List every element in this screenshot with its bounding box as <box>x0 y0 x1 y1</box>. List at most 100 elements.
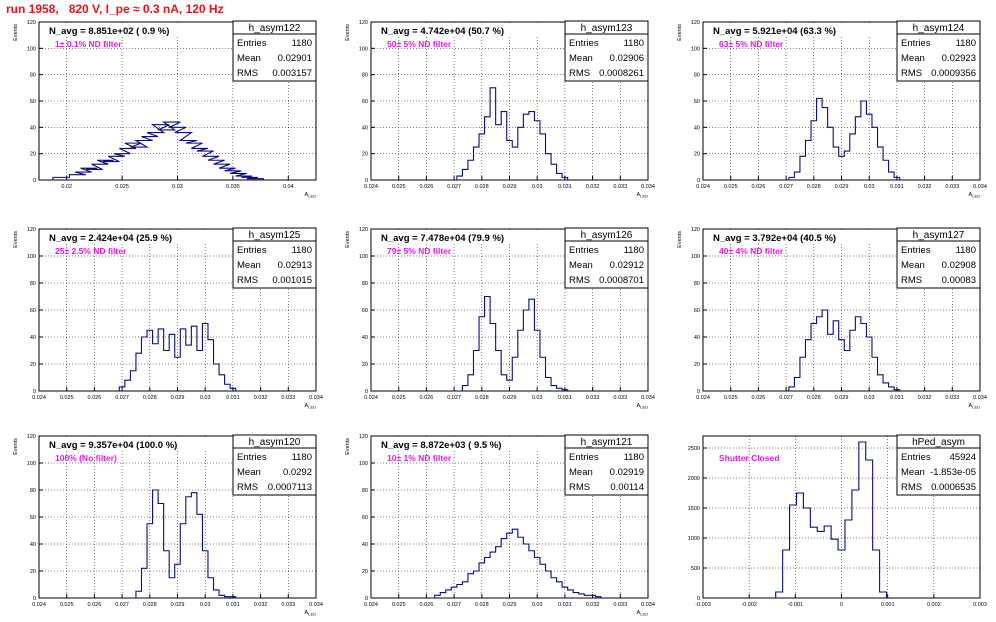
y-tick-label: 1500 <box>688 506 700 512</box>
x-tick-label: -0.003 <box>695 602 711 608</box>
y-tick-label: 40 <box>30 125 36 131</box>
x-tick-label: 0.024 <box>696 184 710 190</box>
x-tick-label: 0.025 <box>60 395 74 401</box>
filter-label: 25± 2.5% ND filter <box>55 246 127 256</box>
x-tick-label: 0.035 <box>226 184 240 190</box>
stats-box: h_asym121 Entries 1180 Mean 0.02919 RMS 0.0011… <box>564 434 649 496</box>
x-tick-label: 0.03 <box>532 602 543 608</box>
x-tick-label: 0.025 <box>60 602 74 608</box>
x-tick-label: 0.002 <box>927 602 941 608</box>
y-tick-label: 20 <box>362 152 368 158</box>
y-tick-label: 60 <box>362 308 368 314</box>
y-tick-label: 120 <box>27 434 36 440</box>
stats-value: 1180 <box>292 452 312 463</box>
x-tick-label: 0.026 <box>420 184 434 190</box>
histogram-line <box>788 97 901 180</box>
histogram-svg: 0.024 0.025 0.026 0.027 0.028 0.029 0.03 0.031 0… <box>345 20 655 199</box>
y-tick-label: 2000 <box>688 476 700 482</box>
x-tick-label: 0.032 <box>254 602 268 608</box>
x-axis-label: ALED <box>637 192 649 199</box>
x-tick-label: 0.026 <box>88 602 102 608</box>
x-tick-label: 0.027 <box>115 395 129 401</box>
x-tick-label: 0.029 <box>503 184 517 190</box>
x-tick-label: 0.04 <box>283 184 294 190</box>
n-avg-header: N_avg = 5.921e+04 (63.3 %) <box>704 24 874 37</box>
y-tick-label: 100 <box>27 254 36 260</box>
x-tick-label: 0.024 <box>364 395 378 401</box>
y-tick-label: 60 <box>362 515 368 521</box>
n-avg-header: N_avg = 2.424e+04 (25.9 %) <box>40 231 210 244</box>
stats-label: RMS <box>237 68 258 79</box>
stats-label: RMS <box>901 275 922 286</box>
y-tick-label: 120 <box>359 434 368 440</box>
x-tick-label: 0.024 <box>364 184 378 190</box>
stats-label: Entries <box>237 452 267 463</box>
filter-label: Shutter Closed <box>719 453 779 463</box>
histogram-line <box>461 295 569 391</box>
x-tick-label: 0.032 <box>918 395 932 401</box>
histogram-svg: 0.024 0.025 0.026 0.027 0.028 0.029 0.03 0.031 0… <box>13 227 323 410</box>
y-tick-label: 0 <box>365 389 368 395</box>
x-axis-label: ALED <box>305 192 317 199</box>
histogram-pad: 0.024 0.025 0.026 0.027 0.028 0.029 0.03 0.031 0… <box>340 428 658 617</box>
y-tick-label: 80 <box>362 281 368 287</box>
x-tick-label: 0.024 <box>32 395 46 401</box>
y-tick-label: 0 <box>365 596 368 602</box>
x-tick-label: 0.026 <box>88 395 102 401</box>
x-tick-label: 0.03 <box>864 395 875 401</box>
x-tick-label: 0.033 <box>281 395 295 401</box>
y-tick-label: 60 <box>30 99 36 105</box>
svg-text:N_avg = 8.872e+03 ( 9.5 %): N_avg = 8.872e+03 ( 9.5 %) <box>381 440 501 451</box>
stats-value: -1.853e-05 <box>930 467 976 478</box>
x-tick-label: -0.001 <box>788 602 804 608</box>
x-tick-label: 0.034 <box>641 602 655 608</box>
x-tick-label: 0.033 <box>613 602 627 608</box>
stats-value: 1180 <box>956 38 976 49</box>
y-tick-label: 20 <box>362 362 368 368</box>
y-axis-label: Events <box>677 231 683 248</box>
histogram-line <box>52 121 264 180</box>
x-tick-label: 0.024 <box>364 602 378 608</box>
stats-label: RMS <box>569 275 590 286</box>
x-axis-label: ALED <box>969 403 981 410</box>
y-tick-label: 80 <box>30 281 36 287</box>
x-tick-label: 0.031 <box>558 602 572 608</box>
y-axis-label: Events <box>677 24 683 41</box>
filter-label: 100% (No filter) <box>55 453 117 463</box>
x-tick-label: 0.034 <box>309 395 323 401</box>
x-tick-label: 0.027 <box>779 184 793 190</box>
y-tick-label: 80 <box>694 281 700 287</box>
n-avg-header: N_avg = 8.872e+03 ( 9.5 %) <box>372 438 542 451</box>
x-tick-label: 0.028 <box>475 602 489 608</box>
histogram-line <box>135 489 237 598</box>
y-tick-label: 60 <box>694 99 700 105</box>
x-tick-label: 0.027 <box>447 602 461 608</box>
stats-value: 0.02908 <box>942 260 976 271</box>
y-axis-label: Events <box>13 24 19 41</box>
stats-box: hPed_asym Entries 45924 Mean -1.853e-05 RMS 0.… <box>896 434 981 496</box>
x-tick-label: 0.029 <box>835 395 849 401</box>
x-tick-label: 0.028 <box>143 602 157 608</box>
stats-value: 0.0007113 <box>268 482 312 493</box>
stats-value: 1180 <box>292 38 312 49</box>
stats-label: Mean <box>237 467 261 478</box>
stats-label: Entries <box>569 38 599 49</box>
y-tick-label: 20 <box>30 569 36 575</box>
stats-label: RMS <box>901 68 922 79</box>
y-tick-label: 60 <box>694 308 700 314</box>
y-tick-label: 120 <box>691 227 700 233</box>
stats-value: 0.003157 <box>272 68 312 79</box>
x-tick-label: 0.029 <box>171 602 185 608</box>
x-tick-label: 0.031 <box>558 184 572 190</box>
y-axis-label: Events <box>13 438 19 455</box>
x-axis-label: ALED <box>305 403 317 410</box>
y-tick-label: 100 <box>691 46 700 52</box>
y-tick-label: 500 <box>691 566 700 572</box>
histogram-name: h_asym126 <box>581 230 633 241</box>
y-tick-label: 100 <box>359 46 368 52</box>
y-tick-label: 40 <box>694 125 700 131</box>
x-tick-label: 0.03 <box>532 184 543 190</box>
stats-value: 0.0008261 <box>599 68 644 79</box>
stats-value: 0.001015 <box>272 275 312 286</box>
x-tick-label: 0.02 <box>61 184 72 190</box>
